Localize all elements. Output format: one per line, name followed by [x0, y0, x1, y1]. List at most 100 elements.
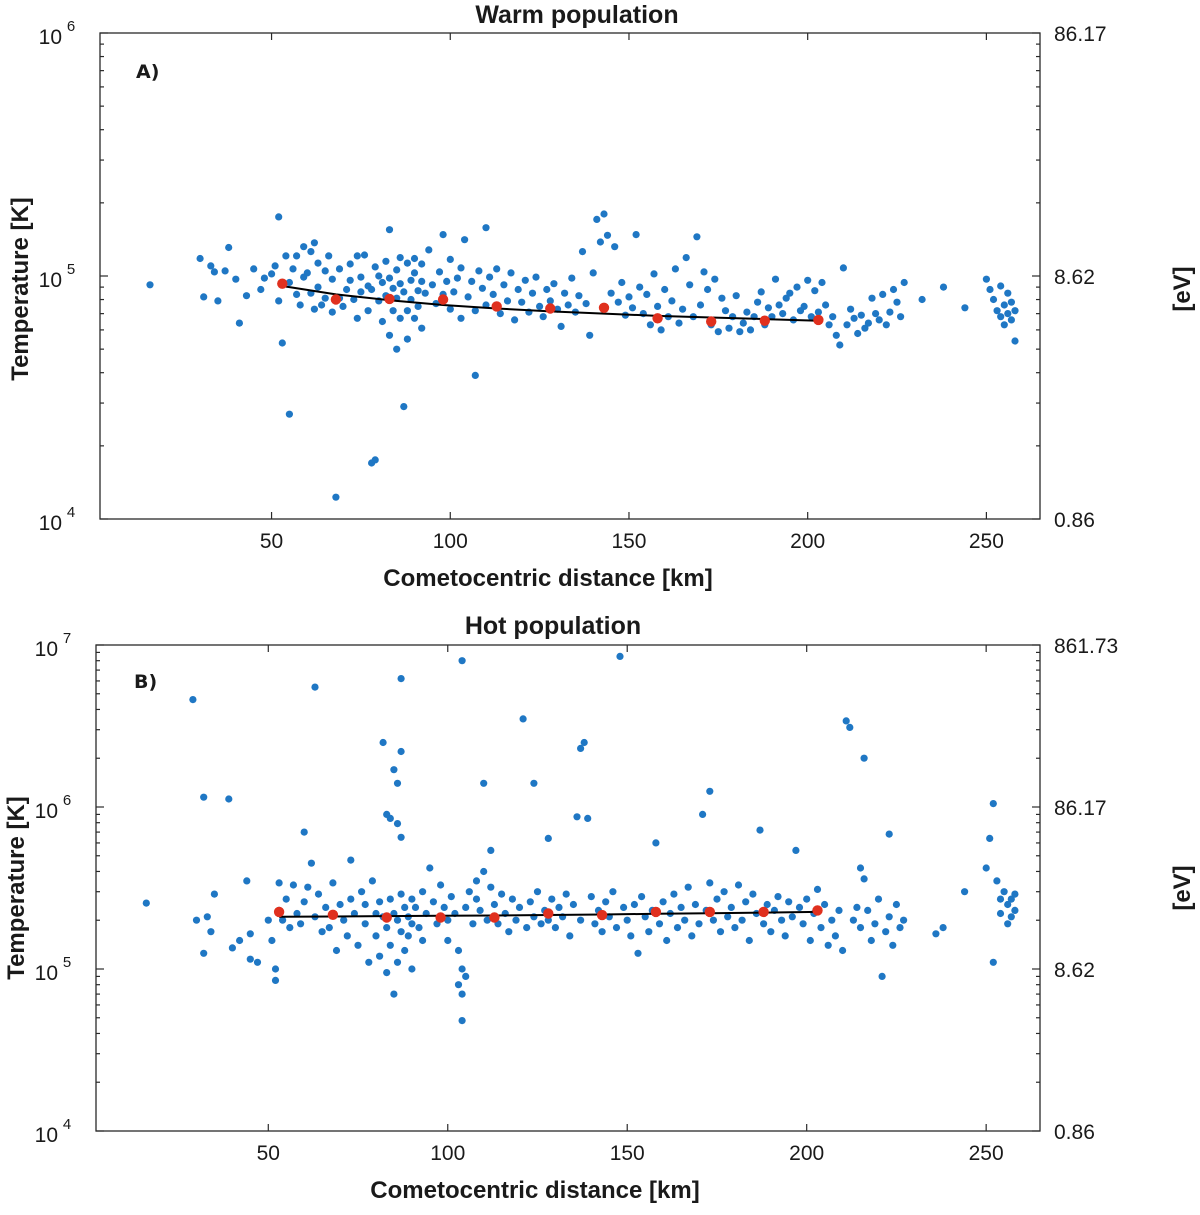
- data-point: [602, 898, 610, 906]
- data-point: [636, 283, 644, 291]
- data-point: [401, 903, 409, 912]
- data-point: [543, 285, 551, 294]
- data-point: [486, 273, 494, 281]
- y-axis-label: Temperature [K]: [3, 796, 30, 980]
- data-point: [569, 900, 578, 909]
- y-right-tick-label: 86.17: [1054, 23, 1107, 46]
- data-point: [879, 290, 887, 298]
- data-point: [453, 274, 461, 282]
- data-point: [706, 787, 714, 795]
- data-point: [365, 958, 373, 966]
- data-point: [536, 302, 544, 310]
- data-point: [207, 262, 215, 270]
- data-point: [561, 289, 569, 297]
- data-point: [418, 277, 426, 285]
- data-point: [480, 867, 488, 876]
- data-point: [458, 1017, 466, 1025]
- data-point: [1007, 316, 1016, 324]
- data-point: [900, 278, 908, 287]
- data-point: [551, 924, 560, 932]
- data-point: [196, 254, 204, 263]
- y-ticks: 10 4 10 5 10 6: [39, 18, 1040, 535]
- data-point: [609, 888, 617, 896]
- data-point: [603, 231, 612, 239]
- data-point: [695, 920, 703, 928]
- data-point: [982, 864, 990, 872]
- data-point: [328, 275, 336, 283]
- y-tick-exponent: 6: [67, 18, 75, 35]
- y-tick-label: 10: [35, 638, 58, 661]
- data-point: [566, 932, 574, 940]
- data-point: [397, 747, 405, 756]
- data-point: [1004, 920, 1012, 928]
- data-point: [814, 308, 823, 316]
- data-point: [461, 236, 469, 244]
- data-point: [304, 883, 312, 891]
- data-point: [532, 273, 540, 281]
- data-point: [321, 294, 329, 302]
- data-point: [788, 913, 796, 921]
- data-point: [785, 898, 793, 906]
- data-point: [300, 243, 308, 251]
- data-point: [822, 301, 830, 309]
- data-point: [346, 276, 354, 284]
- data-point: [654, 302, 662, 310]
- data-point: [828, 916, 836, 924]
- data-point: [389, 284, 397, 292]
- data-point: [1004, 900, 1012, 909]
- data-point: [671, 265, 680, 273]
- data-point: [729, 313, 737, 321]
- data-point: [361, 900, 369, 909]
- data-point: [643, 290, 651, 298]
- panel-label: A): [136, 61, 159, 83]
- data-point: [843, 321, 851, 329]
- data-point: [354, 941, 362, 949]
- x-tick-label: 200: [790, 530, 825, 553]
- data-point: [530, 779, 538, 787]
- x-tick-label: 100: [433, 530, 468, 553]
- data-point: [618, 278, 626, 287]
- data-point: [396, 314, 404, 322]
- data-point: [518, 298, 526, 306]
- data-point: [382, 257, 390, 265]
- data-point: [562, 890, 570, 898]
- data-point: [1000, 888, 1008, 896]
- data-point: [275, 879, 283, 887]
- x-tick-label: 250: [969, 530, 1004, 553]
- data-point: [400, 288, 408, 296]
- x-tick-label: 50: [260, 530, 283, 553]
- data-point: [896, 924, 904, 932]
- data-point: [792, 846, 800, 855]
- data-point: [580, 738, 588, 747]
- data-point: [242, 292, 251, 300]
- data-point: [521, 276, 529, 284]
- data-point: [824, 941, 832, 949]
- data-point: [555, 903, 563, 912]
- data-point: [846, 723, 854, 732]
- data-point: [275, 213, 283, 221]
- binned-point: [758, 906, 769, 918]
- data-point: [446, 255, 454, 263]
- data-point: [849, 916, 858, 924]
- binned-point: [759, 315, 770, 326]
- data-point: [817, 924, 825, 932]
- y-tick-exponent: 4: [67, 504, 75, 521]
- data-point: [260, 274, 268, 282]
- data-point: [850, 314, 858, 322]
- data-point: [296, 301, 304, 309]
- data-point: [418, 260, 426, 268]
- data-point: [397, 675, 405, 683]
- data-point: [718, 294, 726, 302]
- data-point: [763, 900, 771, 909]
- data-point: [393, 345, 401, 353]
- data-point: [568, 274, 576, 282]
- data-point: [246, 930, 254, 938]
- data-point: [882, 321, 890, 329]
- data-point: [670, 890, 678, 898]
- data-point: [221, 267, 229, 275]
- data-point: [375, 272, 383, 280]
- data-point: [462, 972, 470, 981]
- data-point: [593, 215, 601, 223]
- data-point: [803, 895, 811, 903]
- data-point: [725, 324, 733, 332]
